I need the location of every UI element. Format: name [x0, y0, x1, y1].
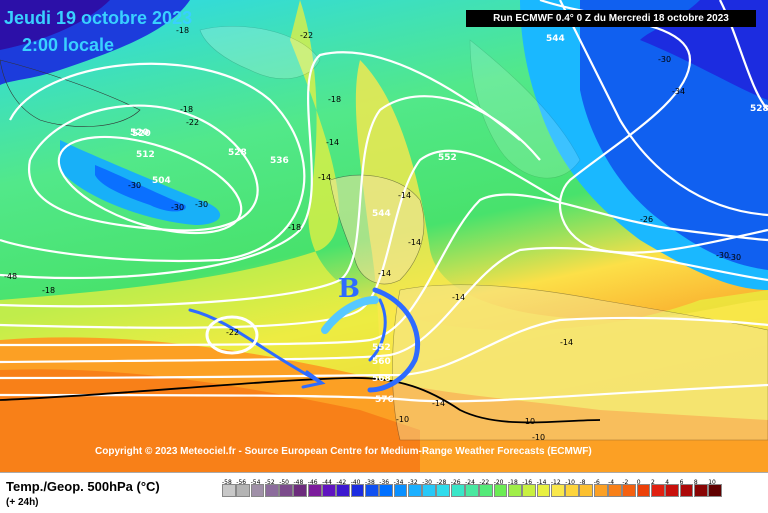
color-scale-label: -14	[537, 479, 547, 486]
color-scale-label: -40	[351, 479, 361, 486]
color-scale-label: -52	[265, 479, 275, 486]
geopotential-label: 520	[130, 128, 149, 138]
temperature-label: -14	[326, 138, 339, 147]
color-scale-label: -36	[379, 479, 389, 486]
temperature-label: -30	[171, 203, 184, 212]
color-scale-label: -50	[279, 479, 289, 486]
weather-map: B 520 504 512 528 536 544 552 552 560 568 576 544 52…	[0, 0, 768, 472]
color-scale-label: -46	[308, 479, 318, 486]
color-scale-label: -56	[236, 479, 246, 486]
color-scale-label: 2	[651, 479, 655, 486]
color-scale-label: -26	[451, 479, 461, 486]
color-scale-label: -30	[422, 479, 432, 486]
color-scale-label: 6	[680, 479, 684, 486]
color-scale-label: -12	[551, 479, 561, 486]
temperature-label: -26	[640, 215, 653, 224]
color-scale-label: -38	[365, 479, 375, 486]
forecast-date: Jeudi 19 octobre 2023	[4, 8, 192, 29]
temperature-label: -30	[728, 253, 741, 262]
temperature-label: -30	[658, 55, 671, 64]
color-scale-label: -28	[437, 479, 447, 486]
color-scale-label: -32	[408, 479, 418, 486]
color-scale-label: -20	[494, 479, 504, 486]
geopotential-label: 576	[375, 395, 394, 405]
geopotential-label: 544	[372, 209, 391, 219]
geopotential-label: 504	[152, 176, 171, 186]
lead-time: (+ 24h)	[6, 497, 39, 508]
color-scale-label: -22	[479, 479, 489, 486]
low-marker: B	[338, 274, 360, 304]
temperature-label: -14	[378, 269, 391, 278]
color-scale-label: -18	[508, 479, 518, 486]
color-scale-label: 8	[694, 479, 698, 486]
color-scale-label: -10	[565, 479, 575, 486]
color-scale-label: -2	[622, 479, 628, 486]
run-info: Run ECMWF 0.4° 0 Z du Mercredi 18 octobr…	[466, 10, 756, 27]
temperature-label: -14	[408, 238, 421, 247]
temperature-label: -10	[396, 415, 409, 424]
temperature-label: -14	[432, 399, 445, 408]
geopotential-label: 552	[372, 343, 391, 353]
geopotential-label: 560	[372, 357, 391, 367]
geopotential-label: 568	[372, 374, 391, 384]
color-scale-label: -58	[222, 479, 232, 486]
color-scale-label: -4	[608, 479, 614, 486]
color-scale-label: -24	[465, 479, 475, 486]
color-scale-label: -34	[394, 479, 404, 486]
temperature-label: -30	[195, 200, 208, 209]
color-scale-label: 0	[637, 479, 641, 486]
copyright-notice: Copyright © 2023 Meteociel.fr - Source E…	[95, 446, 592, 457]
color-scale-label: -54	[251, 479, 261, 486]
temperature-label: -18	[328, 95, 341, 104]
color-scale-label: -6	[594, 479, 600, 486]
temperature-label: -14	[398, 191, 411, 200]
color-scale-label: -48	[294, 479, 304, 486]
color-scale-label: -8	[580, 479, 586, 486]
temperature-label: -18	[288, 223, 301, 232]
temperature-label: -14	[318, 173, 331, 182]
temperature-label: -34	[672, 87, 685, 96]
temperature-label: -30	[128, 181, 141, 190]
temperature-label: -22	[300, 31, 313, 40]
temperature-label: -18	[42, 286, 55, 295]
color-scale-label: 10	[708, 479, 716, 486]
temperature-label: -48	[4, 272, 17, 281]
geopotential-label: 528	[750, 104, 768, 114]
geopotential-label: 512	[136, 150, 155, 160]
temperature-label: -14	[452, 293, 465, 302]
temperature-label: -22	[226, 328, 239, 337]
geopotential-label: 528	[228, 148, 247, 158]
geopotential-label: 552	[438, 153, 457, 163]
temperature-label: -10	[532, 433, 545, 442]
temperature-label: -18	[180, 105, 193, 114]
forecast-time: 2:00 locale	[22, 35, 114, 56]
temperature-label: -10	[522, 417, 535, 426]
geopotential-label: 536	[270, 156, 289, 166]
geopotential-label: 544	[546, 34, 565, 44]
color-scale-label: 4	[665, 479, 669, 486]
temperature-label: -22	[186, 118, 199, 127]
temperature-label: -14	[560, 338, 573, 347]
color-scale-label: -42	[336, 479, 346, 486]
color-scale-label: -44	[322, 479, 332, 486]
color-scale-label: -16	[522, 479, 532, 486]
field-title: Temp./Geop. 500hPa (°C)	[6, 479, 160, 494]
